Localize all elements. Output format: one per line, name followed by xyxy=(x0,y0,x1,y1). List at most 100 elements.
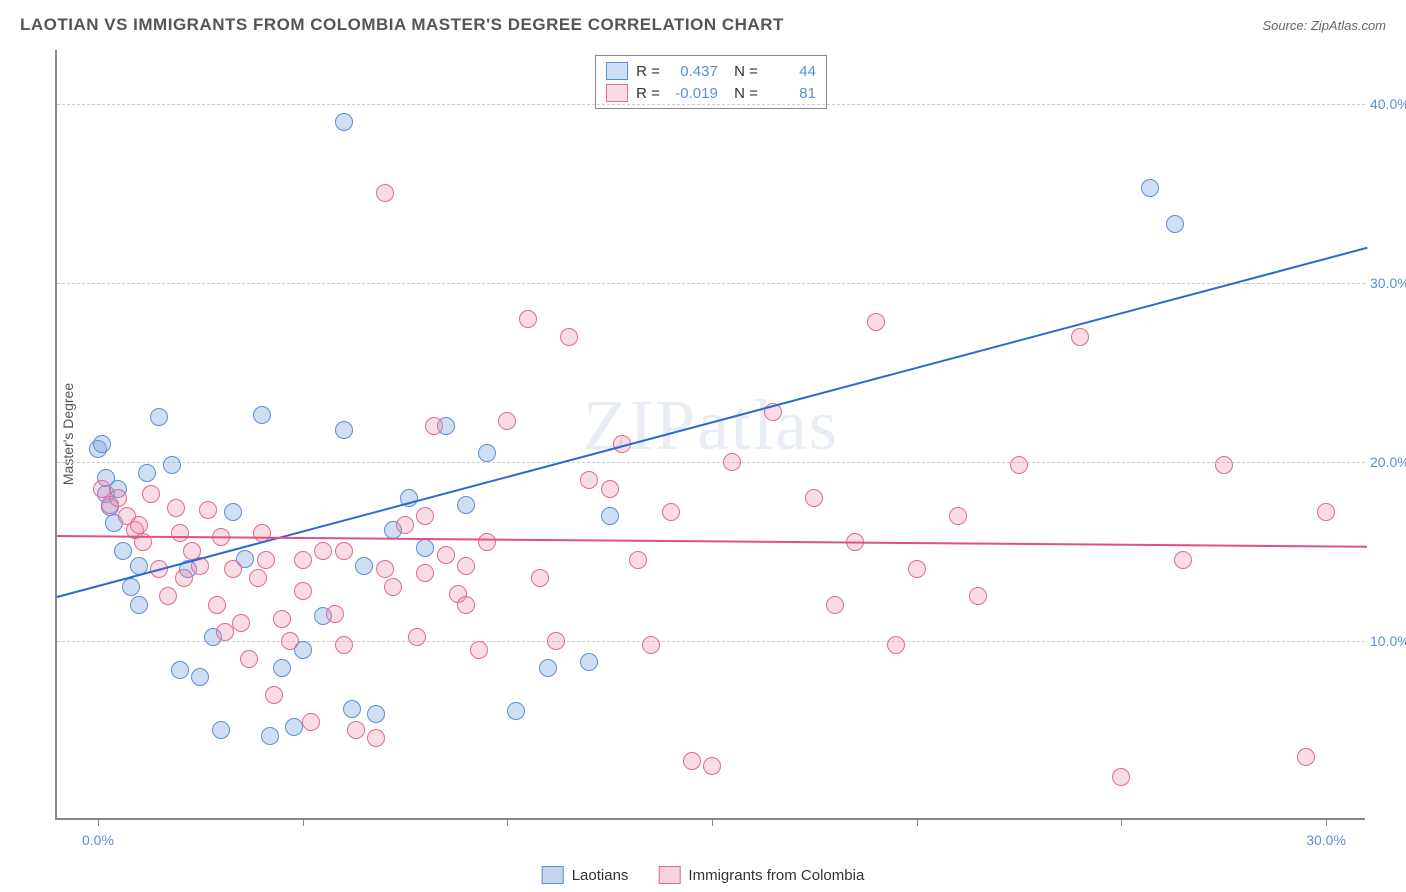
bottom-legend: Laotians Immigrants from Colombia xyxy=(542,866,865,884)
x-tick-label: 30.0% xyxy=(1306,832,1346,848)
scatter-point xyxy=(629,551,647,569)
scatter-point xyxy=(265,686,283,704)
scatter-point xyxy=(683,752,701,770)
scatter-point xyxy=(335,542,353,560)
scatter-point xyxy=(199,501,217,519)
scatter-point xyxy=(167,499,185,517)
x-tick xyxy=(712,818,713,826)
scatter-point xyxy=(560,328,578,346)
scatter-point xyxy=(171,661,189,679)
x-tick-label: 0.0% xyxy=(82,832,114,848)
scatter-point xyxy=(175,569,193,587)
scatter-point xyxy=(1010,456,1028,474)
scatter-point xyxy=(478,533,496,551)
scatter-point xyxy=(601,507,619,525)
legend-item: Immigrants from Colombia xyxy=(658,866,864,884)
y-axis-title: Master's Degree xyxy=(60,383,76,485)
scatter-point xyxy=(142,485,160,503)
scatter-point xyxy=(826,596,844,614)
scatter-point xyxy=(163,456,181,474)
scatter-point xyxy=(425,417,443,435)
scatter-point xyxy=(642,636,660,654)
scatter-point xyxy=(601,480,619,498)
scatter-point xyxy=(138,464,156,482)
scatter-point xyxy=(240,650,258,668)
scatter-point xyxy=(437,546,455,564)
scatter-point xyxy=(396,516,414,534)
gridline xyxy=(57,283,1365,284)
scatter-point xyxy=(367,705,385,723)
scatter-point xyxy=(93,435,111,453)
scatter-point xyxy=(580,471,598,489)
scatter-point xyxy=(326,605,344,623)
x-tick xyxy=(303,818,304,826)
scatter-point xyxy=(273,659,291,677)
scatter-point xyxy=(416,539,434,557)
stats-n-value: 81 xyxy=(766,85,816,102)
scatter-point xyxy=(130,516,148,534)
stats-r-label: R = xyxy=(636,85,660,102)
scatter-point xyxy=(261,727,279,745)
scatter-point xyxy=(1317,503,1335,521)
y-tick-label: 30.0% xyxy=(1370,275,1406,291)
scatter-point xyxy=(302,713,320,731)
stats-r-value: 0.437 xyxy=(668,63,718,80)
scatter-point xyxy=(355,557,373,575)
scatter-point xyxy=(285,718,303,736)
stats-row: R = 0.437 N = 44 xyxy=(606,60,816,82)
y-tick-label: 20.0% xyxy=(1370,454,1406,470)
gridline xyxy=(57,104,1365,105)
stats-n-label: N = xyxy=(726,63,758,80)
scatter-point xyxy=(887,636,905,654)
scatter-point xyxy=(1141,179,1159,197)
scatter-point xyxy=(281,632,299,650)
stats-row: R = -0.019 N = 81 xyxy=(606,82,816,104)
scatter-point xyxy=(384,578,402,596)
scatter-point xyxy=(507,702,525,720)
stats-r-label: R = xyxy=(636,63,660,80)
scatter-point xyxy=(457,596,475,614)
scatter-point xyxy=(908,560,926,578)
stats-n-label: N = xyxy=(726,85,758,102)
scatter-point xyxy=(367,729,385,747)
scatter-point xyxy=(224,503,242,521)
x-tick xyxy=(917,818,918,826)
scatter-point xyxy=(1174,551,1192,569)
scatter-point xyxy=(519,310,537,328)
scatter-point xyxy=(1297,748,1315,766)
scatter-point xyxy=(224,560,242,578)
scatter-point xyxy=(1215,456,1233,474)
scatter-point xyxy=(114,542,132,560)
scatter-point xyxy=(257,551,275,569)
legend-swatch xyxy=(606,84,628,102)
x-tick xyxy=(1121,818,1122,826)
scatter-point xyxy=(343,700,361,718)
stats-n-value: 44 xyxy=(766,63,816,80)
scatter-point xyxy=(335,636,353,654)
scatter-point xyxy=(547,632,565,650)
scatter-point xyxy=(531,569,549,587)
scatter-point xyxy=(208,596,226,614)
x-tick xyxy=(1326,818,1327,826)
scatter-point xyxy=(232,614,250,632)
scatter-point xyxy=(216,623,234,641)
scatter-point xyxy=(539,659,557,677)
scatter-point xyxy=(376,184,394,202)
header: LAOTIAN VS IMMIGRANTS FROM COLOMBIA MAST… xyxy=(0,0,1406,40)
scatter-point xyxy=(457,557,475,575)
scatter-point xyxy=(580,653,598,671)
legend-swatch xyxy=(542,866,564,884)
y-tick-label: 40.0% xyxy=(1370,96,1406,112)
x-tick xyxy=(98,818,99,826)
legend-label: Laotians xyxy=(572,867,629,884)
scatter-point xyxy=(191,668,209,686)
scatter-point xyxy=(159,587,177,605)
y-tick-label: 10.0% xyxy=(1370,633,1406,649)
scatter-point xyxy=(376,560,394,578)
scatter-point xyxy=(416,564,434,582)
scatter-point xyxy=(212,721,230,739)
scatter-point xyxy=(1071,328,1089,346)
scatter-point xyxy=(867,313,885,331)
scatter-point xyxy=(969,587,987,605)
gridline xyxy=(57,462,1365,463)
